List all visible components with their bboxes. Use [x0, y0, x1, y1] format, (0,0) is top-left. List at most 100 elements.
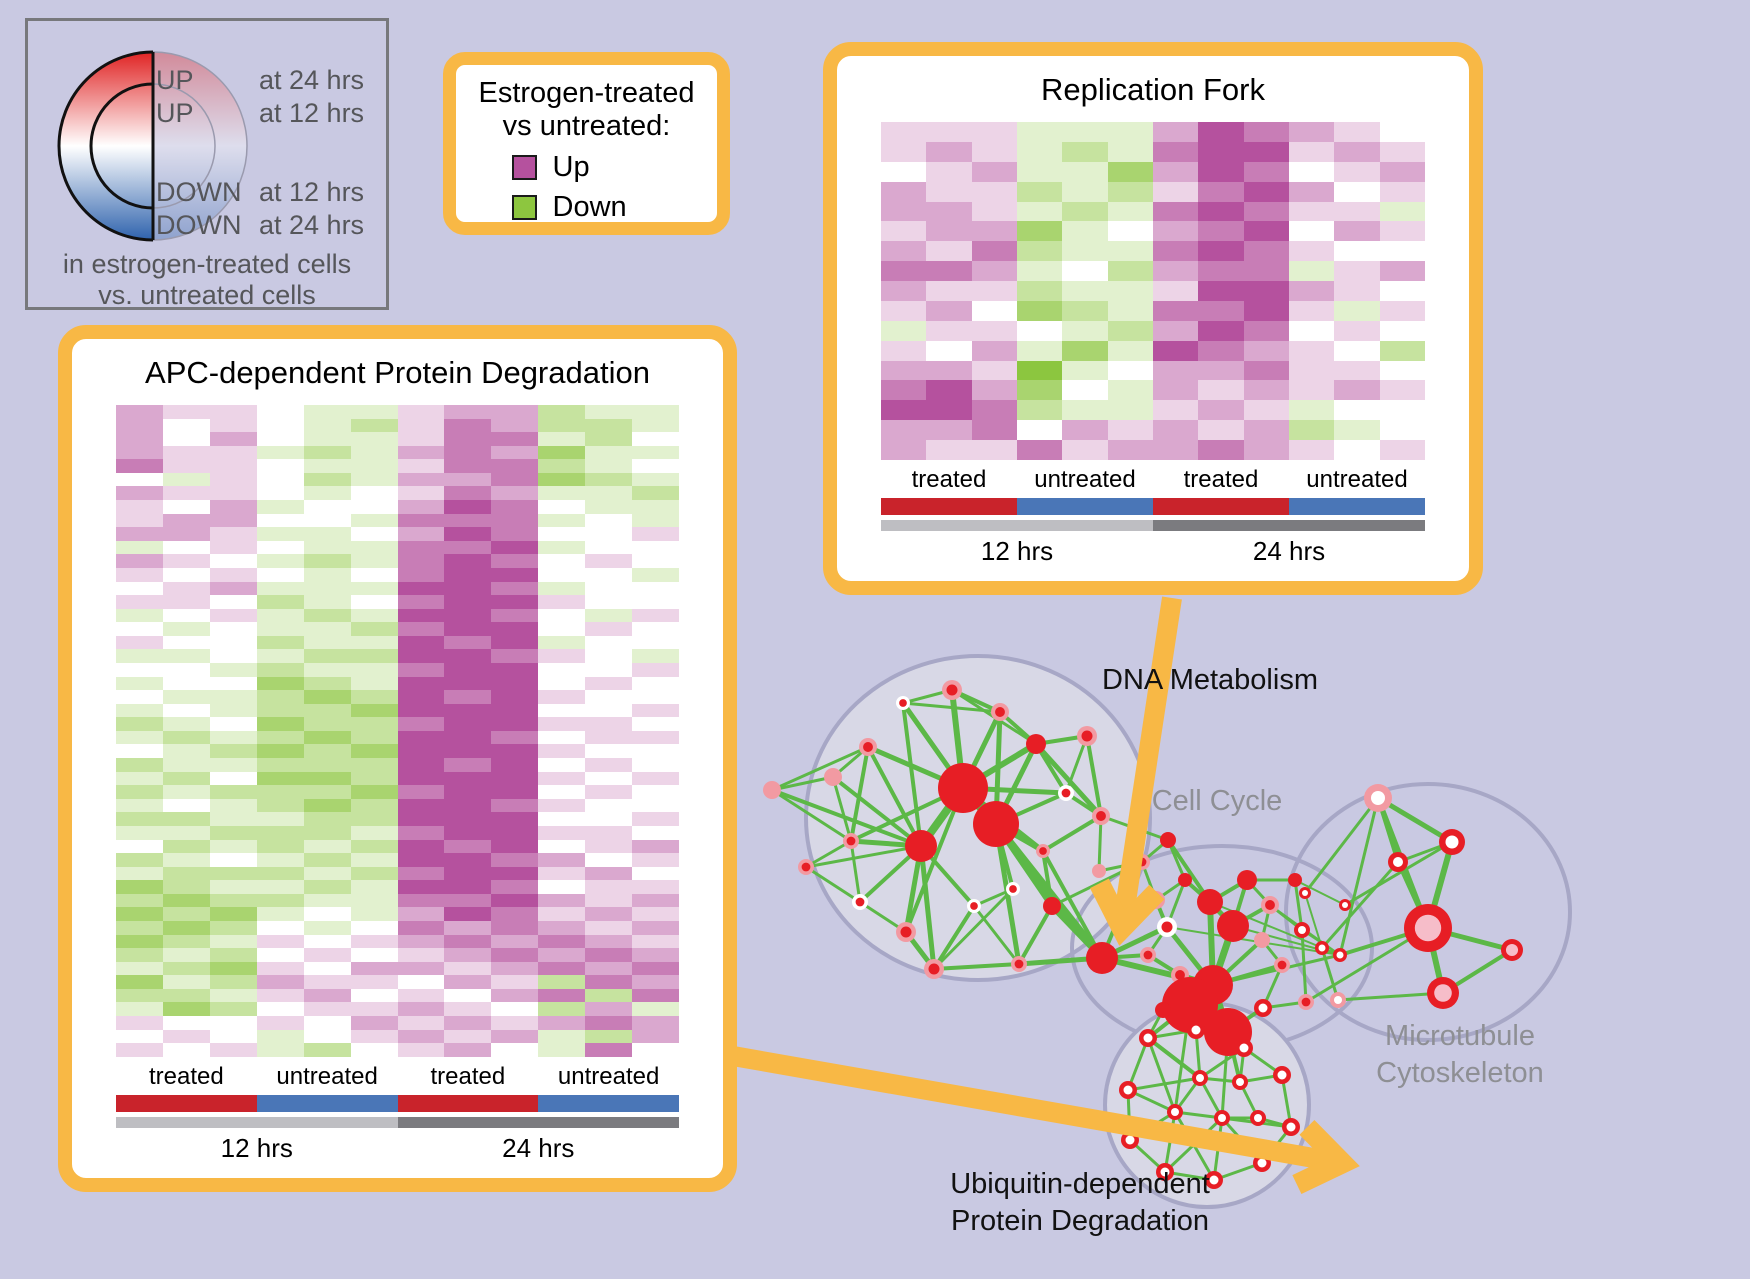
heatmap-cell — [1016, 141, 1063, 162]
heatmap-cell — [1379, 201, 1425, 222]
heatmap-cell — [209, 676, 257, 691]
network-edge — [1146, 1036, 1202, 1080]
heatmap-cell — [585, 581, 633, 596]
heatmap-cell — [1379, 181, 1425, 202]
heatmap-cell — [303, 798, 351, 813]
heatmap-cell — [971, 161, 1017, 182]
heatmap-cell — [632, 853, 680, 867]
network-node-core — [1277, 960, 1287, 970]
heatmap-cell — [1062, 161, 1108, 182]
heatmap-cell — [538, 839, 586, 854]
heatmap-cell — [1016, 440, 1063, 460]
network-edge — [1064, 734, 1089, 795]
heatmap-cell — [538, 975, 586, 989]
heatmap-cell — [1016, 400, 1063, 421]
network-edge — [849, 745, 870, 843]
network-edge — [901, 701, 923, 848]
legend-title-line1: Estrogen-treated — [478, 77, 695, 109]
heatmap-cell — [538, 662, 586, 677]
heatmap-cell — [162, 975, 210, 989]
heatmap-cell — [256, 635, 304, 650]
heatmap-cell — [256, 459, 304, 473]
heatmap-cell — [303, 676, 351, 691]
heatmap-cell — [303, 486, 351, 501]
cell-cycle-label: Cell Cycle — [1151, 785, 1283, 817]
heatmap-cell — [1107, 380, 1153, 401]
heatmap-cell — [585, 662, 633, 677]
heatmap-cell — [1016, 340, 1063, 361]
heatmap-cell — [397, 690, 445, 704]
time-labels: 12 hrs 24 hrs — [116, 1128, 679, 1168]
heatmap-cell — [1198, 340, 1244, 361]
heatmap-cell — [303, 595, 351, 609]
heatmap-cell — [397, 812, 445, 826]
heatmap-cell — [1107, 201, 1153, 222]
heatmap-cell — [1288, 181, 1335, 202]
heatmap-cell — [162, 866, 210, 881]
heatmap-cell — [538, 853, 586, 867]
heatmap-cell — [162, 418, 210, 433]
heatmap-cell — [585, 595, 633, 609]
heatmap-cell — [1107, 440, 1153, 460]
key-direction: UP — [156, 65, 194, 95]
network-node-core — [1258, 1003, 1268, 1013]
network-edge — [804, 865, 862, 904]
heatmap-cell — [256, 676, 304, 691]
time-24-label: 24 hrs — [1252, 535, 1326, 566]
heatmap-cell — [1379, 122, 1425, 142]
heatmap-cell — [881, 181, 927, 202]
heatmap-cell — [585, 948, 633, 962]
heatmap-cell — [444, 744, 492, 759]
heatmap-cell — [585, 635, 633, 650]
heatmap-cell — [350, 540, 398, 555]
heatmap-cell — [256, 785, 304, 799]
heatmap-cell — [116, 472, 163, 487]
heatmap-cell — [491, 812, 539, 826]
heatmap-cell — [162, 717, 210, 731]
heatmap-cell — [1198, 440, 1244, 460]
heatmap-cell — [303, 934, 351, 949]
untreated-label: untreated — [1306, 466, 1408, 493]
network-node-core — [801, 862, 811, 872]
heatmap-row — [881, 241, 1425, 262]
heatmap-cell — [585, 472, 633, 487]
heatmap-cell — [1107, 281, 1153, 301]
network-node — [1217, 910, 1249, 942]
network-edge — [770, 788, 853, 843]
heatmap-cell — [1243, 281, 1289, 301]
heatmap-cell — [256, 893, 304, 908]
heatmap-cell — [444, 1043, 492, 1057]
heatmap-cell — [926, 300, 972, 321]
heatmap-cell — [303, 472, 351, 487]
heatmap-cell — [350, 920, 398, 935]
heatmap-cell — [632, 703, 680, 718]
heatmap-cell — [209, 785, 257, 799]
heatmap-cell — [1243, 221, 1289, 242]
heatmap-cell — [1379, 420, 1425, 440]
heatmap-cell — [303, 744, 351, 759]
heatmap-cell — [881, 261, 927, 281]
heatmap-cell — [538, 812, 586, 826]
heatmap-cell — [444, 771, 492, 786]
untreated-bar — [1289, 498, 1425, 515]
heatmap-cell — [538, 418, 586, 433]
heatmap-cell — [538, 880, 586, 894]
heatmap-cell — [632, 500, 680, 514]
network-edge — [1097, 814, 1103, 873]
heatmap-cell — [350, 934, 398, 949]
heatmap-cell — [632, 907, 680, 921]
heatmap-cell — [971, 241, 1017, 262]
network-edge — [918, 843, 937, 972]
heatmap-cell — [116, 839, 163, 854]
heatmap-cell — [538, 920, 586, 935]
heatmap-row — [881, 281, 1425, 301]
heatmap-cell — [585, 500, 633, 514]
heatmap-cell — [350, 486, 398, 501]
heatmap-cell — [1243, 440, 1289, 460]
heatmap-cell — [1379, 340, 1425, 361]
heatmap-cell — [256, 812, 304, 826]
heatmap-cell — [350, 1016, 398, 1030]
heatmap-cell — [538, 703, 586, 718]
heatmap-cell — [632, 608, 680, 623]
heatmap-cell — [397, 432, 445, 446]
